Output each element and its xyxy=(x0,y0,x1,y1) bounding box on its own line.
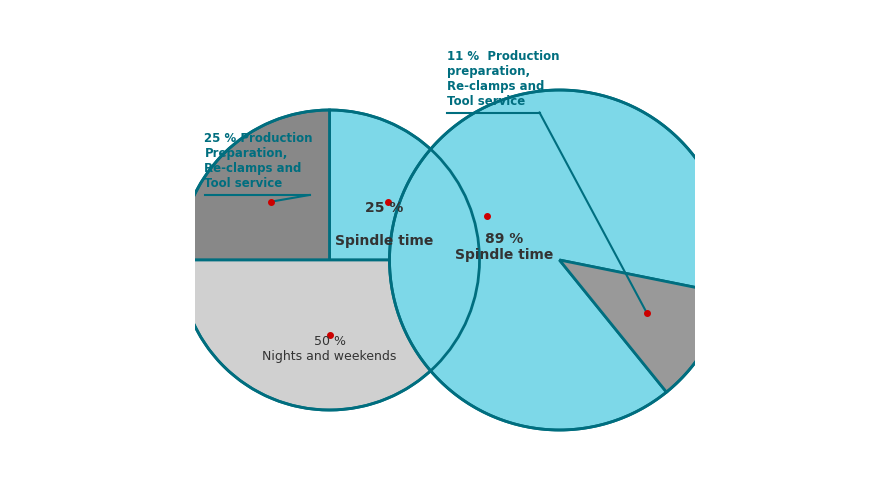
Text: 11 %  Production
preparation,
Re-clamps and
Tool service: 11 % Production preparation, Re-clamps a… xyxy=(447,50,559,108)
Text: Spindle time: Spindle time xyxy=(335,218,434,248)
Text: 25 % Production
Preparation,
Re-clamps and
Tool service: 25 % Production Preparation, Re-clamps a… xyxy=(204,132,313,190)
Polygon shape xyxy=(330,110,479,260)
Text: 25 %: 25 % xyxy=(365,201,404,215)
Text: 50 %
Nights and weekends: 50 % Nights and weekends xyxy=(262,335,396,363)
Polygon shape xyxy=(180,260,479,410)
Polygon shape xyxy=(180,110,330,260)
Polygon shape xyxy=(389,90,730,430)
Polygon shape xyxy=(559,260,726,392)
Text: 89 %
Spindle time: 89 % Spindle time xyxy=(455,232,554,262)
